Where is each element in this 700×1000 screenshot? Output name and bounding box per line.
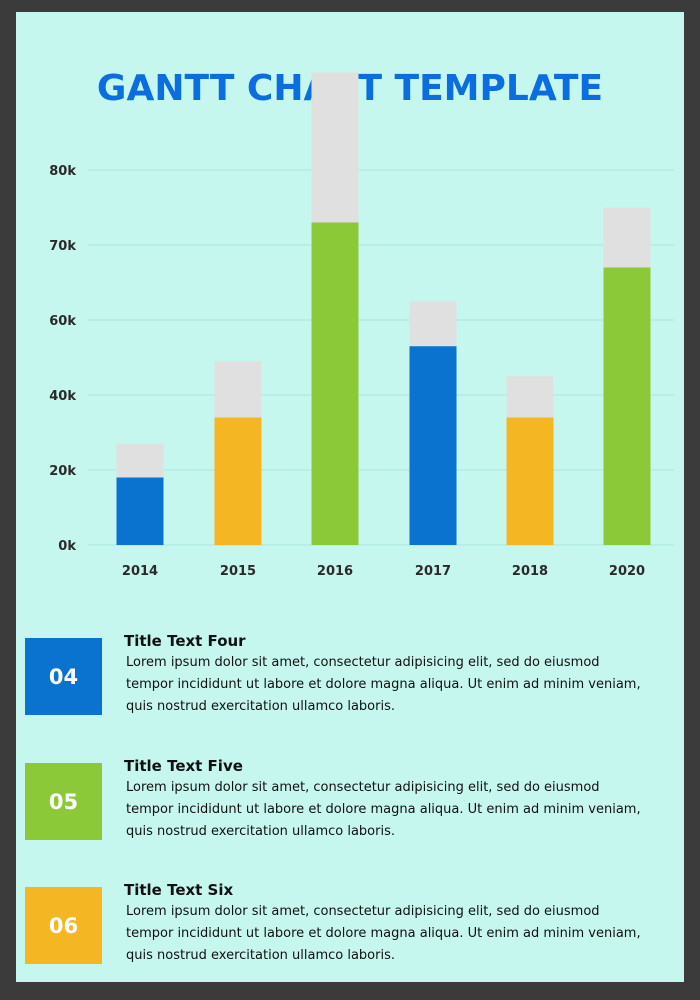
list-item-05: 05 Title Text Five Lorem ipsum dolor sit… [25, 757, 665, 840]
y-tick-label: 40k [49, 389, 76, 404]
list-item-06: 06 Title Text Six Lorem ipsum dolor sit … [25, 881, 665, 964]
y-tick-label: 20k [49, 464, 76, 479]
bar-segment-base [409, 346, 457, 545]
list-item-04: 04 Title Text Four Lorem ipsum dolor sit… [25, 632, 665, 715]
y-tick-label: 60k [49, 314, 76, 329]
description-line: quis nostrud exercitation ullamco labori… [126, 824, 395, 839]
bar-segment-extra [409, 301, 457, 347]
item-title: Title Text Five [124, 757, 243, 775]
x-tick-label: 2014 [122, 564, 158, 579]
description-line: quis nostrud exercitation ullamco labori… [126, 699, 395, 714]
number-badge: 04 [25, 638, 102, 715]
bar-segment-base [116, 477, 164, 545]
item-description: Lorem ipsum dolor sit amet, consectetur … [126, 901, 646, 967]
badge-number: 06 [48, 913, 79, 938]
item-description: Lorem ipsum dolor sit amet, consectetur … [126, 652, 646, 718]
bar-segment-extra [214, 361, 262, 418]
item-description: Lorem ipsum dolor sit amet, consectetur … [126, 777, 646, 843]
description-line: Lorem ipsum dolor sit amet, consectetur … [126, 780, 600, 795]
badge-number: 05 [48, 789, 79, 814]
description-line: quis nostrud exercitation ullamco labori… [126, 948, 395, 963]
x-tick-label: 2016 [317, 564, 353, 579]
item-title: Title Text Four [124, 632, 246, 650]
bar-segment-base [214, 417, 262, 545]
bar-segment-base [311, 222, 359, 545]
bar-segment-extra [603, 207, 651, 268]
description-line: tempor incididunt ut labore et dolore ma… [126, 926, 641, 941]
x-tick-label: 2020 [609, 564, 645, 579]
bar-segment-base [506, 417, 554, 545]
y-tick-label: 80k [49, 164, 76, 179]
infographic-page: GANTT CHART TEMPLATE 0k20k40k60k70k80k20… [16, 12, 684, 982]
y-tick-label: 70k [49, 239, 76, 254]
description-line: tempor incididunt ut labore et dolore ma… [126, 677, 641, 692]
stacked-bar-chart: 0k 20k 40k 60k 70k 80k 2014 2015 2016 2017 2018 202… [49, 72, 674, 579]
description-line: tempor incididunt ut labore et dolore ma… [126, 802, 641, 817]
number-badge: 06 [25, 887, 102, 964]
number-badge: 05 [25, 763, 102, 840]
x-tick-label: 2015 [220, 564, 256, 579]
description-line: Lorem ipsum dolor sit amet, consectetur … [126, 655, 600, 670]
bar-segment-base [603, 267, 651, 545]
bar-segment-extra [311, 72, 359, 223]
description-line: Lorem ipsum dolor sit amet, consectetur … [126, 904, 600, 919]
y-tick-label: 0k [58, 539, 76, 554]
item-title: Title Text Six [124, 881, 234, 899]
x-tick-label: 2017 [415, 564, 451, 579]
x-tick-label: 2018 [512, 564, 548, 579]
bar-segment-extra [116, 443, 164, 478]
bar-segment-extra [506, 376, 554, 418]
badge-number: 04 [48, 664, 79, 689]
